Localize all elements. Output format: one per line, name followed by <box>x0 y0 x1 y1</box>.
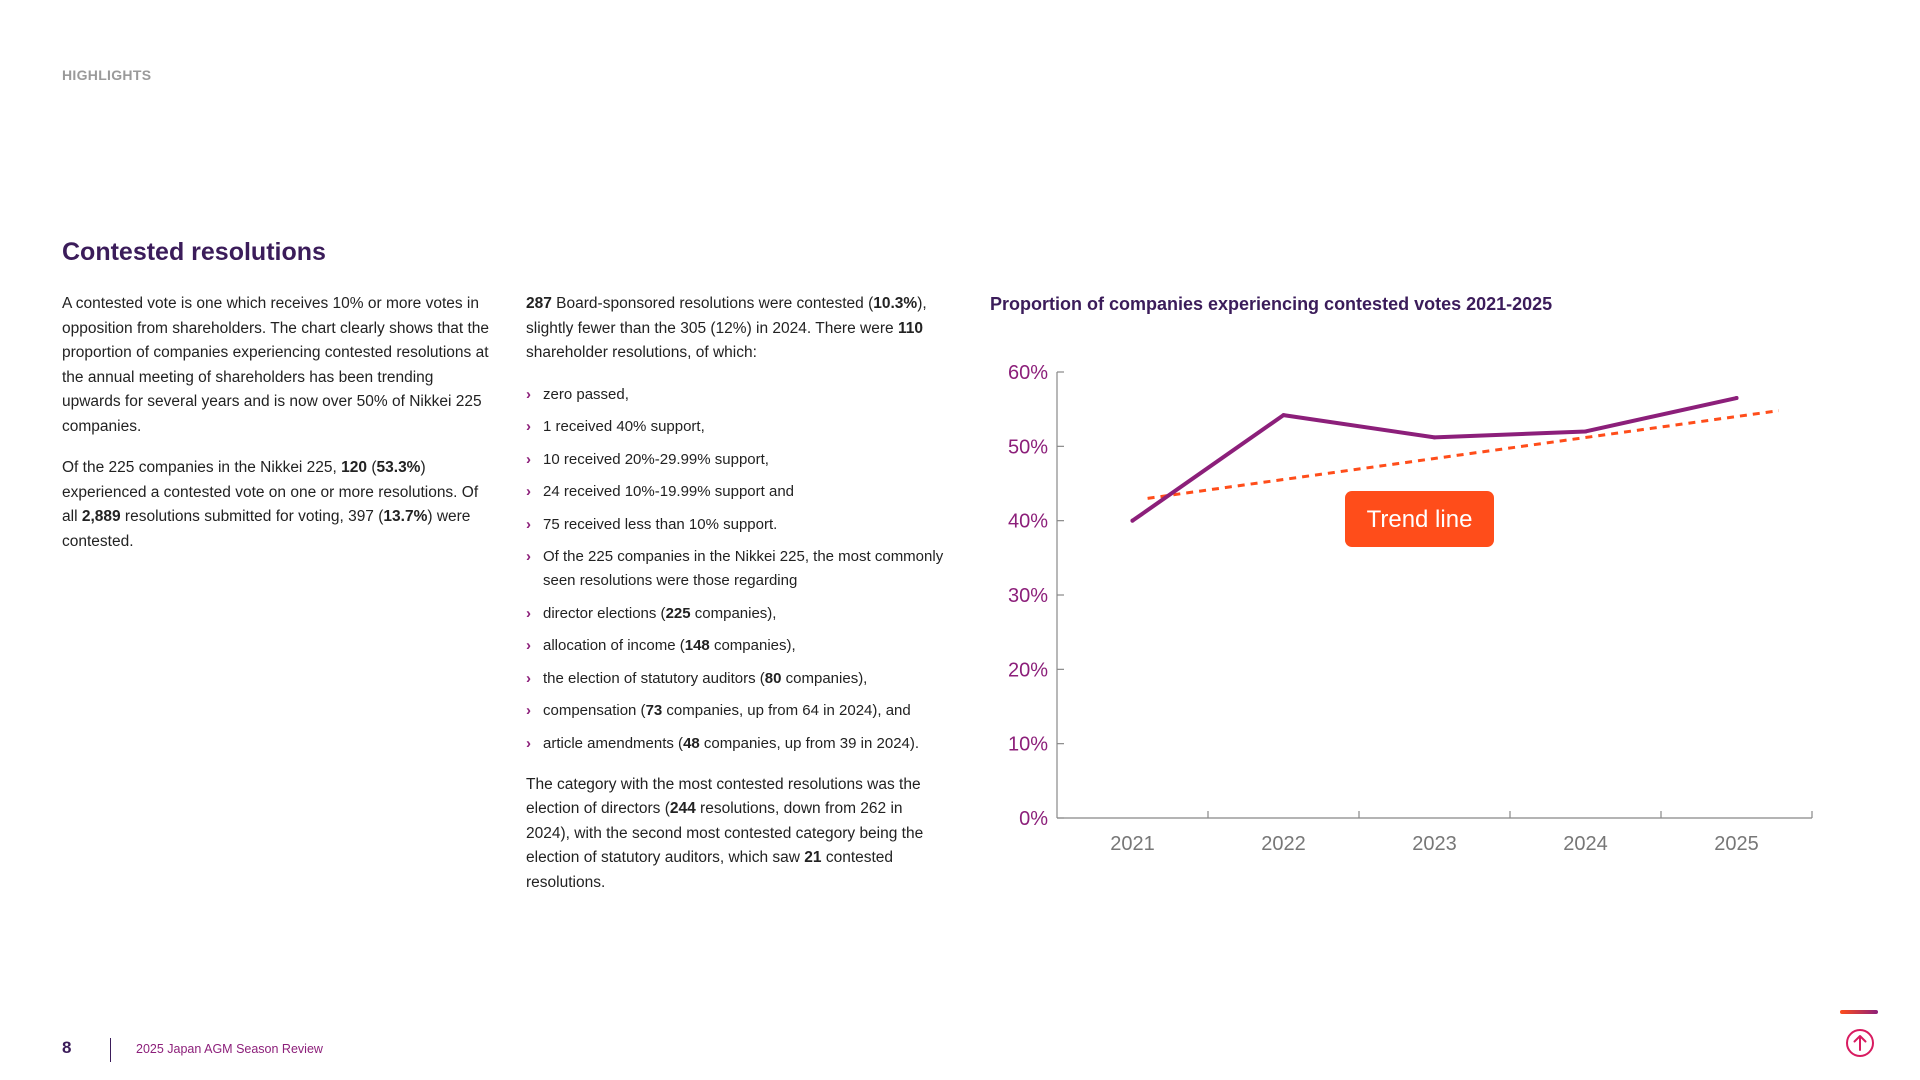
details-column: 287 Board-sponsored resolutions were con… <box>526 292 946 895</box>
chevron-right-icon: › <box>526 515 531 533</box>
list-item: › allocation of income (148 companies), <box>526 634 946 658</box>
list-item: › 75 received less than 10% support. <box>526 513 946 537</box>
trend-label-box <box>1345 491 1494 547</box>
data-point <box>1281 413 1286 418</box>
y-tick-label: 20% <box>1008 659 1048 681</box>
intro-column: A contested vote is one which receives 1… <box>62 292 492 571</box>
trend-label: Trend line <box>1367 506 1473 533</box>
y-tick-label: 50% <box>1008 436 1048 458</box>
y-tick-label: 40% <box>1008 511 1048 533</box>
footer-divider <box>110 1038 111 1062</box>
chevron-right-icon: › <box>526 637 531 654</box>
accent-bar <box>1840 1010 1878 1014</box>
y-tick-label: 60% <box>1008 362 1048 384</box>
chart-title: Proportion of companies experiencing con… <box>990 294 1553 314</box>
resolutions-intro: 287 Board-sponsored resolutions were con… <box>526 295 927 361</box>
data-point <box>1583 429 1588 434</box>
list-item: › 24 received 10%-19.99% support and <box>526 480 946 504</box>
contested-votes-chart: 0% 10% 20% 30% 40% 50% 60% 2021 2022 2023 2024 2025… <box>1008 362 1813 855</box>
document-title: 2025 Japan AGM Season Review <box>136 1042 323 1056</box>
y-tick-label: 0% <box>1019 808 1048 830</box>
arrow-up-circle-icon <box>1846 1029 1874 1057</box>
chevron-right-icon: › <box>526 385 531 403</box>
x-tick-label: 2023 <box>1412 833 1457 855</box>
list-item: › 1 received 40% support, <box>526 415 946 439</box>
stats-paragraph: Of the 225 companies in the Nikkei 225, … <box>62 459 479 550</box>
chevron-right-icon: › <box>526 604 531 622</box>
list-item: › compensation (73 companies, up from 64 … <box>526 699 946 723</box>
chevron-right-icon: › <box>526 418 531 435</box>
x-tick-label: 2022 <box>1261 833 1306 855</box>
chevron-right-icon: › <box>526 702 531 719</box>
category-paragraph: The category with the most contested res… <box>526 775 924 891</box>
resolution-list: › zero passed, › 1 received 40% support, ›… <box>526 383 946 756</box>
y-tick-label: 30% <box>1008 585 1048 607</box>
list-item: › zero passed, <box>526 383 946 407</box>
x-tick-label: 2025 <box>1714 833 1759 855</box>
data-point <box>1130 518 1135 523</box>
list-item: › director elections (225 companies), <box>526 602 946 626</box>
page-title: Contested resolutions <box>62 238 326 266</box>
page-number: 8 <box>62 1038 72 1057</box>
section-label: HIGHLIGHTS <box>62 67 152 83</box>
trend-line <box>1147 409 1779 500</box>
list-item: › Of the 225 companies in the Nikkei 225,… <box>526 545 946 593</box>
x-tick-label: 2021 <box>1110 833 1155 855</box>
chevron-right-icon: › <box>526 669 531 687</box>
list-item: › 10 received 20%-29.99% support, <box>526 448 946 472</box>
y-tick-label: 10% <box>1008 734 1048 756</box>
chevron-right-icon: › <box>526 483 531 500</box>
chevron-right-icon: › <box>526 548 531 565</box>
list-item: › article amendments (48 companies, up fr… <box>526 732 946 756</box>
chevron-right-icon: › <box>526 450 531 468</box>
back-to-top-button[interactable] <box>1845 1028 1875 1058</box>
data-point <box>1432 435 1437 440</box>
list-item: › the election of statutory auditors (80 … <box>526 667 946 691</box>
intro-paragraph: A contested vote is one which receives 1… <box>62 295 490 435</box>
x-tick-label: 2024 <box>1563 833 1608 855</box>
data-point <box>1734 396 1739 401</box>
chevron-right-icon: › <box>526 734 531 752</box>
